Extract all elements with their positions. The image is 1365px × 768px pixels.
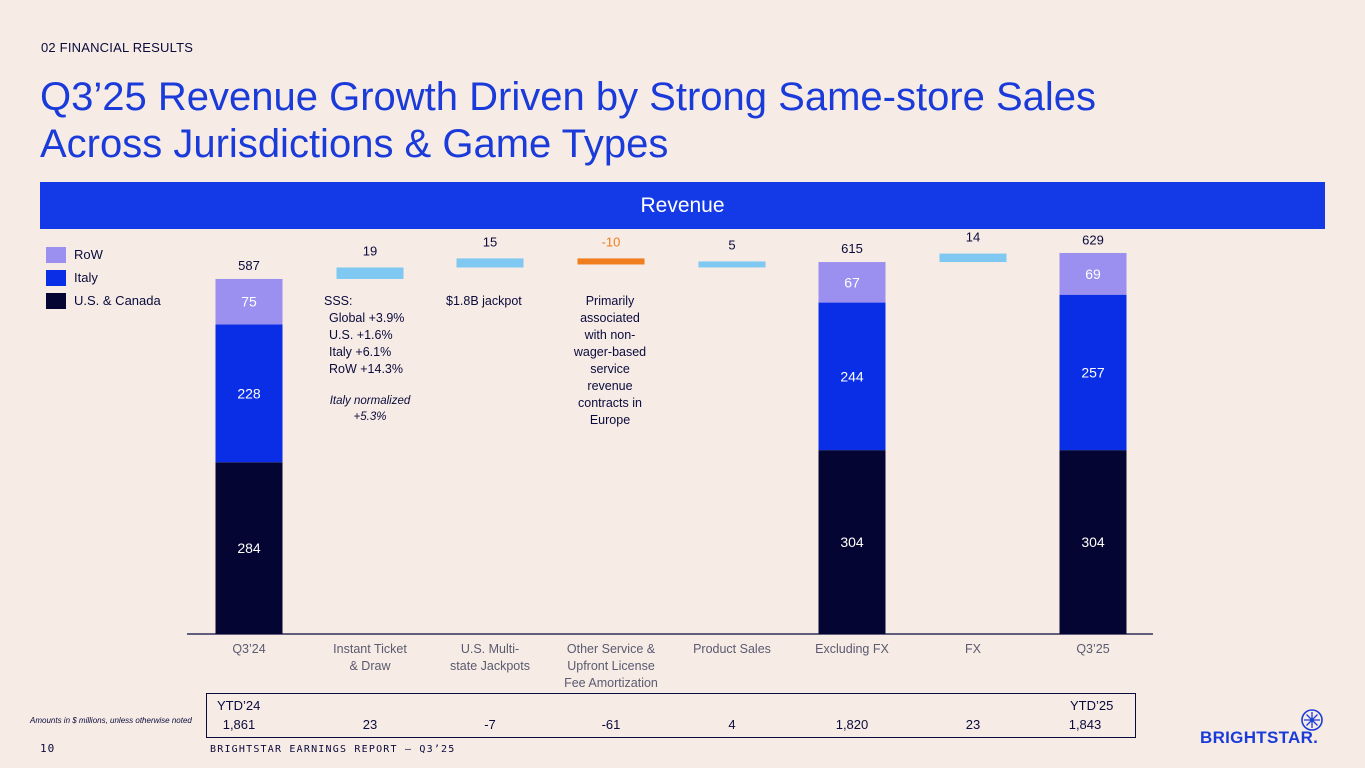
bridge-label-4: 5 <box>728 237 735 252</box>
legend-swatch-italy <box>46 269 66 286</box>
title-line-2: Across Jurisdictions & Game Types <box>40 122 669 166</box>
bridge-label-3: -10 <box>602 234 621 249</box>
bar-row-0 <box>215 278 283 325</box>
other-service-note: Primarily associated with non- wager-bas… <box>550 293 670 429</box>
legend-item-italy: Italy <box>46 266 161 289</box>
total-label-7: 629 <box>1082 233 1104 248</box>
category-label-7-0: Q3’25 <box>1076 642 1109 656</box>
star-burst-icon <box>1301 709 1323 731</box>
other-service-line-3: with non- <box>584 328 636 342</box>
bridge-bar-4 <box>698 261 766 268</box>
sss-note: SSS: Global +3.9% U.S. +1.6% Italy +6.1%… <box>324 293 404 378</box>
other-service-line-6: revenue <box>587 379 633 393</box>
ytd-value-4: 4 <box>728 717 736 732</box>
ytd-value-5: 1,820 <box>835 717 869 732</box>
category-label-4-0: Product Sales <box>693 642 771 656</box>
italy-normalized-note: Italy normalized +5.3% <box>320 393 420 425</box>
total-label-0: 587 <box>238 258 260 273</box>
page-title: Q3’25 Revenue Growth Driven by Strong Sa… <box>40 74 1240 168</box>
jackpot-note: $1.8B jackpot <box>446 294 522 308</box>
page-number: 10 <box>40 742 56 755</box>
ytd-value-7: 1,843 <box>1068 717 1102 732</box>
ytd-value-1: 23 <box>362 717 378 732</box>
bar-italy-5 <box>818 302 886 451</box>
bar-label-row-5: 67 <box>844 274 860 290</box>
legend-label-row: RoW <box>74 247 103 262</box>
other-service-line-4: wager-based <box>573 345 647 359</box>
bridge-label-1: 19 <box>363 243 377 258</box>
sss-title: SSS: <box>324 294 353 308</box>
sss-line-italy: Italy +6.1% <box>329 345 392 359</box>
ytd-start-label: YTD’24 <box>217 698 261 713</box>
sss-line-us: U.S. +1.6% <box>329 328 393 342</box>
chart-legend: RoW Italy U.S. & Canada <box>46 243 161 312</box>
category-label-1-0: Instant Ticket <box>333 642 407 656</box>
other-service-line-2: associated <box>580 311 640 325</box>
chart-header-band: Revenue <box>40 182 1325 229</box>
brightstar-logo: BRIGHTSTAR. <box>1200 708 1325 748</box>
bridge-bar-6 <box>939 253 1007 263</box>
bridge-bar-1 <box>336 267 404 279</box>
sss-line-global: Global +3.9% <box>329 311 405 325</box>
bar-italy-0 <box>215 324 283 463</box>
ytd-summary-box <box>206 693 1136 738</box>
category-label-3-0: Other Service & <box>567 642 656 656</box>
legend-item-row: RoW <box>46 243 161 266</box>
bar-label-italy-5: 244 <box>840 368 864 384</box>
amounts-footnote: Amounts in $ millions, unless otherwise … <box>30 716 192 725</box>
ytd-end-label: YTD’25 <box>1070 698 1114 713</box>
other-service-line-5: service <box>590 362 630 376</box>
sss-line-row: RoW +14.3% <box>329 362 403 376</box>
other-service-line-7: contracts in <box>578 396 642 410</box>
bridge-label-6: 14 <box>966 230 980 245</box>
ytd-value-2: -7 <box>484 717 496 732</box>
section-tag: 02 FINANCIAL RESULTS <box>41 40 194 55</box>
category-label-0-0: Q3’24 <box>232 642 265 656</box>
logo-wordmark: BRIGHTSTAR. <box>1200 728 1319 747</box>
ytd-value-6: 23 <box>965 717 981 732</box>
category-label-2-0: U.S. Multi- <box>461 642 519 656</box>
ytd-value-3: -61 <box>601 717 621 732</box>
title-line-1: Q3’25 Revenue Growth Driven by Strong Sa… <box>40 75 1097 119</box>
other-service-line-1: Primarily <box>585 294 635 308</box>
bar-us_canada-7 <box>1059 450 1127 634</box>
legend-label-us-canada: U.S. & Canada <box>74 293 161 308</box>
italy-normalized-line-2: +5.3% <box>353 411 387 423</box>
category-label-5-0: Excluding FX <box>815 642 889 656</box>
bar-label-italy-0: 228 <box>237 385 261 401</box>
legend-item-us-canada: U.S. & Canada <box>46 289 161 312</box>
footer-title: BRIGHTSTAR EARNINGS REPORT – Q3’25 <box>210 744 456 755</box>
legend-swatch-row <box>46 246 66 263</box>
legend-label-italy: Italy <box>74 270 98 285</box>
category-label-3-2: Fee Amortization <box>564 676 658 690</box>
ytd-value-0: 1,861 <box>222 717 256 732</box>
bar-label-row-0: 75 <box>241 294 257 310</box>
legend-swatch-us-canada <box>46 292 66 309</box>
category-label-6-0: FX <box>965 642 982 656</box>
bar-label-us_canada-0: 284 <box>237 540 261 556</box>
bar-label-us_canada-7: 304 <box>1081 534 1105 550</box>
bar-label-row-7: 69 <box>1085 266 1101 282</box>
bridge-label-2: 15 <box>483 234 497 249</box>
bridge-bar-3 <box>577 258 645 265</box>
bridge-bar-2 <box>456 258 524 268</box>
bar-label-italy-7: 257 <box>1081 364 1105 380</box>
bar-us_canada-5 <box>818 450 886 634</box>
category-label-1-1: & Draw <box>350 659 392 673</box>
bar-italy-7 <box>1059 294 1127 451</box>
bar-row-5 <box>818 262 886 303</box>
other-service-line-8: Europe <box>589 413 631 427</box>
total-label-5: 615 <box>841 241 863 256</box>
italy-normalized-line-1: Italy normalized <box>329 395 411 407</box>
bar-us_canada-0 <box>215 462 283 634</box>
category-label-2-1: state Jackpots <box>450 659 530 673</box>
bar-label-us_canada-5: 304 <box>840 534 864 550</box>
bar-row-7 <box>1059 252 1127 295</box>
category-label-3-1: Upfront License <box>567 659 655 673</box>
